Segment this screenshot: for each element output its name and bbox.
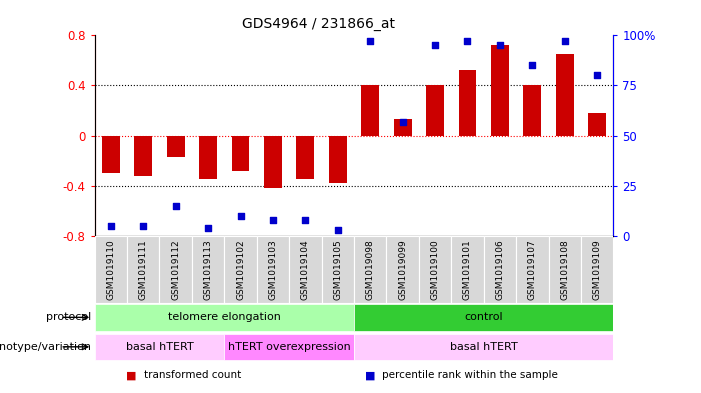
Point: [592, 72, 603, 79]
Text: GSM1019113: GSM1019113: [203, 239, 212, 300]
Bar: [556, 54, 573, 136]
FancyBboxPatch shape: [257, 236, 290, 303]
Bar: [297, 136, 314, 180]
FancyBboxPatch shape: [549, 236, 581, 303]
Bar: [135, 136, 152, 176]
Point: [170, 202, 182, 209]
Text: genotype/variation: genotype/variation: [0, 342, 91, 352]
Text: GSM1019103: GSM1019103: [268, 239, 278, 300]
Text: GSM1019104: GSM1019104: [301, 239, 310, 300]
Text: ■: ■: [126, 370, 137, 380]
Bar: [394, 119, 411, 136]
Point: [137, 222, 149, 229]
Text: GSM1019099: GSM1019099: [398, 239, 407, 300]
Point: [462, 38, 473, 44]
FancyBboxPatch shape: [95, 334, 224, 360]
Text: hTERT overexpression: hTERT overexpression: [228, 342, 350, 352]
Point: [397, 118, 408, 125]
Text: GSM1019105: GSM1019105: [333, 239, 342, 300]
Text: basal hTERT: basal hTERT: [125, 342, 193, 352]
Text: GSM1019100: GSM1019100: [430, 239, 440, 300]
FancyBboxPatch shape: [451, 236, 484, 303]
Bar: [588, 113, 606, 136]
FancyBboxPatch shape: [224, 334, 354, 360]
Text: telomere elongation: telomere elongation: [168, 312, 281, 322]
FancyBboxPatch shape: [192, 236, 224, 303]
Bar: [491, 45, 509, 136]
Bar: [231, 136, 250, 171]
Text: GSM1019108: GSM1019108: [560, 239, 569, 300]
Bar: [167, 136, 184, 157]
Bar: [329, 136, 347, 183]
Text: transformed count: transformed count: [144, 370, 241, 380]
Point: [559, 38, 571, 44]
Point: [526, 62, 538, 68]
Text: ■: ■: [365, 370, 375, 380]
FancyBboxPatch shape: [95, 236, 127, 303]
Text: GSM1019107: GSM1019107: [528, 239, 537, 300]
Text: GSM1019110: GSM1019110: [107, 239, 116, 300]
Text: GSM1019109: GSM1019109: [592, 239, 601, 300]
FancyBboxPatch shape: [224, 236, 257, 303]
Point: [267, 217, 278, 223]
FancyBboxPatch shape: [322, 236, 354, 303]
FancyBboxPatch shape: [354, 236, 386, 303]
Text: GDS4964 / 231866_at: GDS4964 / 231866_at: [243, 17, 395, 31]
Text: GSM1019102: GSM1019102: [236, 239, 245, 300]
FancyBboxPatch shape: [484, 236, 516, 303]
Text: GSM1019106: GSM1019106: [496, 239, 505, 300]
Bar: [361, 85, 379, 136]
Point: [332, 227, 343, 233]
Point: [203, 225, 214, 231]
FancyBboxPatch shape: [95, 304, 354, 331]
Text: GSM1019098: GSM1019098: [366, 239, 375, 300]
FancyBboxPatch shape: [581, 236, 613, 303]
FancyBboxPatch shape: [160, 236, 192, 303]
Point: [430, 42, 441, 48]
Text: GSM1019112: GSM1019112: [171, 239, 180, 300]
Text: percentile rank within the sample: percentile rank within the sample: [382, 370, 558, 380]
Text: GSM1019101: GSM1019101: [463, 239, 472, 300]
FancyBboxPatch shape: [354, 334, 613, 360]
Point: [105, 222, 116, 229]
Point: [365, 38, 376, 44]
Text: control: control: [464, 312, 503, 322]
Bar: [426, 85, 444, 136]
Bar: [458, 70, 477, 136]
Text: GSM1019111: GSM1019111: [139, 239, 148, 300]
Point: [235, 213, 246, 219]
FancyBboxPatch shape: [354, 304, 613, 331]
FancyBboxPatch shape: [386, 236, 418, 303]
Bar: [264, 136, 282, 188]
FancyBboxPatch shape: [290, 236, 322, 303]
FancyBboxPatch shape: [516, 236, 549, 303]
Bar: [102, 136, 120, 173]
FancyBboxPatch shape: [127, 236, 160, 303]
Point: [494, 42, 505, 48]
Bar: [524, 85, 541, 136]
FancyBboxPatch shape: [418, 236, 451, 303]
Text: protocol: protocol: [46, 312, 91, 322]
Point: [300, 217, 311, 223]
Text: basal hTERT: basal hTERT: [450, 342, 517, 352]
Bar: [199, 136, 217, 180]
